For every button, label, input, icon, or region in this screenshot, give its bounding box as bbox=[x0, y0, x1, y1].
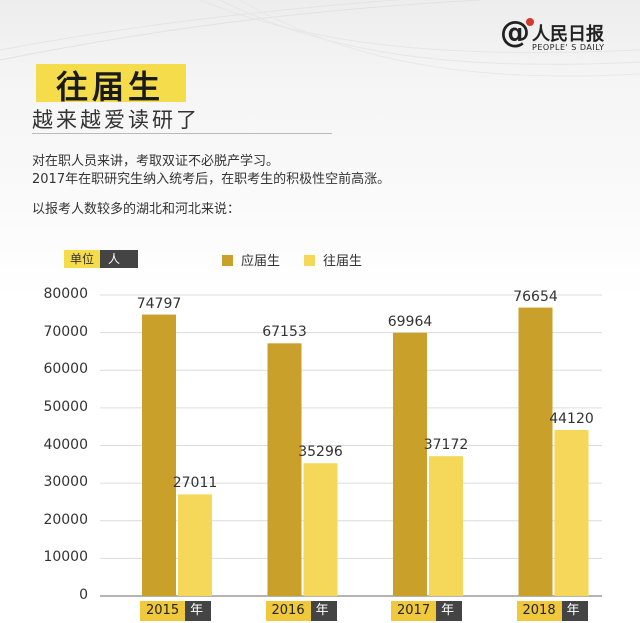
y-tick-label: 80000 bbox=[43, 286, 88, 302]
decorative-swirl bbox=[0, 0, 640, 77]
x-tick-suffix: 年 bbox=[561, 601, 588, 621]
legend-current: 应届生 bbox=[222, 250, 280, 269]
bar-previous-2017 bbox=[429, 456, 463, 596]
logo-name: 人民日报 bbox=[532, 24, 604, 45]
subtitle-divider bbox=[32, 133, 332, 134]
value-label: 67153 bbox=[262, 324, 307, 341]
y-tick-label: 0 bbox=[79, 587, 88, 603]
value-label: 69964 bbox=[387, 313, 433, 330]
page-subtitle: 越来越爱读研了 bbox=[32, 108, 200, 132]
legend-label-previous: 往届生 bbox=[323, 254, 363, 269]
logo-dot-icon bbox=[526, 18, 534, 26]
bar-previous-2015 bbox=[178, 494, 212, 596]
x-tick-label: 2018 bbox=[516, 601, 562, 621]
page-title: 往届生 bbox=[56, 68, 165, 106]
y-tick-label: 50000 bbox=[43, 398, 88, 415]
value-label: 37172 bbox=[423, 437, 469, 454]
bar-current-2015 bbox=[142, 314, 176, 596]
x-tick-label: 2016 bbox=[265, 601, 311, 621]
y-tick-label: 60000 bbox=[43, 361, 88, 378]
x-tick-suffix: 年 bbox=[436, 601, 463, 621]
legend-previous: 往届生 bbox=[304, 250, 362, 269]
bar-previous-2016 bbox=[303, 463, 338, 596]
legend-swatch-previous bbox=[304, 255, 315, 266]
y-tick-label: 40000 bbox=[43, 436, 88, 453]
x-category-2017: 2017 年 bbox=[391, 601, 463, 621]
logo-subtitle: PEOPLE' S DAILY bbox=[532, 43, 605, 52]
paragraph-2: 2017年在职研究生纳入统考后，在职考生的积极性空前高涨。 bbox=[32, 172, 391, 187]
value-label: 76654 bbox=[513, 288, 558, 305]
x-category-2015: 2015 年 bbox=[140, 601, 212, 621]
unit-value: 人 bbox=[100, 250, 139, 268]
value-label: 35296 bbox=[298, 444, 343, 461]
value-label: 44120 bbox=[549, 410, 594, 427]
paragraph-3: 以报考人数较多的湖北和河北来说： bbox=[32, 202, 241, 217]
x-tick-suffix: 年 bbox=[185, 601, 212, 621]
legend-label-current: 应届生 bbox=[241, 254, 281, 269]
bar-current-2017 bbox=[393, 332, 427, 596]
value-label: 74797 bbox=[136, 295, 182, 312]
bar-current-2018 bbox=[518, 307, 553, 596]
x-tick-label: 2017 bbox=[391, 601, 437, 621]
y-tick-label: 10000 bbox=[43, 549, 88, 566]
people-daily-logo: @ 人民日报 PEOPLE' S DAILY bbox=[500, 18, 630, 58]
legend-swatch-current bbox=[222, 255, 233, 266]
at-sign-icon: @ bbox=[500, 15, 530, 50]
y-tick-label: 70000 bbox=[43, 323, 88, 340]
x-category-2018: 2018 年 bbox=[516, 601, 588, 621]
x-tick-label: 2015 bbox=[140, 601, 186, 621]
paragraph-1: 对在职人员来讲，考取双证不必脱产学习。 bbox=[32, 154, 280, 169]
bar-previous-2018 bbox=[554, 429, 589, 596]
title-highlight bbox=[36, 64, 186, 102]
y-tick-label: 20000 bbox=[43, 511, 88, 528]
y-tick-label: 30000 bbox=[43, 474, 88, 491]
unit-label: 单位人 bbox=[64, 250, 139, 268]
x-category-2016: 2016 年 bbox=[265, 601, 337, 621]
bar-current-2016 bbox=[267, 343, 302, 596]
unit-key: 单位 bbox=[64, 250, 101, 268]
x-tick-suffix: 年 bbox=[310, 601, 337, 621]
value-label: 27011 bbox=[172, 475, 218, 492]
